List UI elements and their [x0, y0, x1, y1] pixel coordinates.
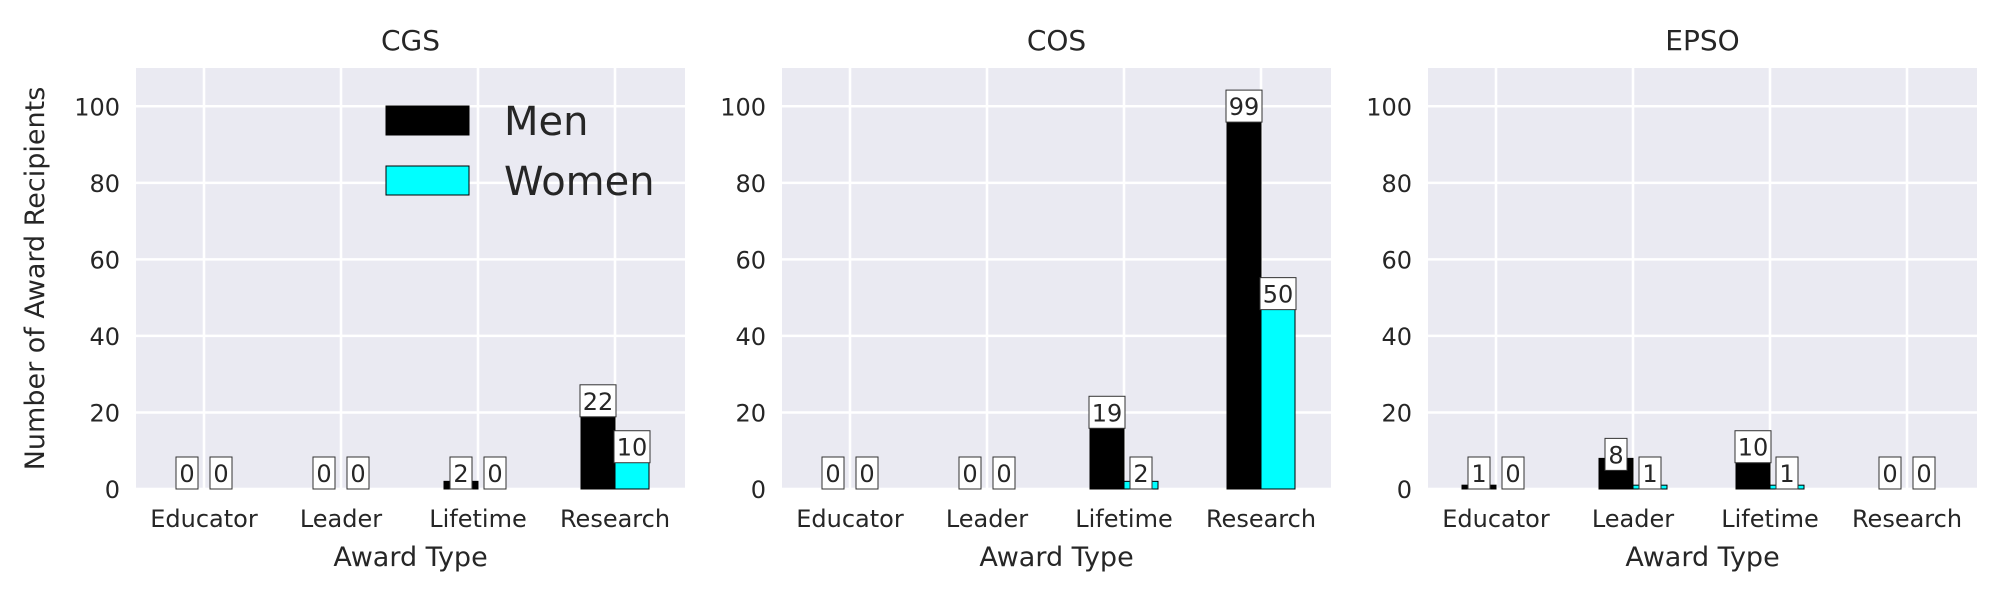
data-label-box	[1259, 277, 1297, 311]
data-label-box	[1878, 456, 1902, 490]
data-label: 10	[1738, 434, 1769, 462]
data-label-box	[958, 456, 982, 490]
y-tick-label: 60	[735, 246, 766, 274]
y-tick-label: 100	[720, 93, 766, 121]
x-tick-label: Leader	[300, 505, 382, 533]
data-label: 0	[1505, 460, 1520, 488]
panel-title: COS	[1027, 24, 1086, 57]
x-tick-label: Lifetime	[1075, 505, 1172, 533]
x-axis-label: Award Type	[1625, 542, 1779, 573]
data-label-box	[1225, 89, 1263, 123]
data-label-box	[449, 456, 473, 490]
data-label-box	[209, 456, 233, 490]
bar-women-research	[1260, 297, 1296, 490]
data-label-box	[579, 384, 617, 418]
x-tick-label: Lifetime	[1721, 505, 1818, 533]
data-label: 99	[1229, 93, 1260, 121]
x-tick-label: Lifetime	[429, 505, 526, 533]
data-label: 19	[1092, 399, 1123, 427]
y-tick-label: 60	[1381, 246, 1412, 274]
y-axis-label: Number of Award Recipients	[20, 87, 51, 471]
y-tick-label: 0	[105, 476, 120, 504]
data-label-box	[1912, 456, 1936, 490]
data-label: 50	[1263, 281, 1294, 309]
data-label-box	[1638, 456, 1662, 490]
bar-men-research	[580, 404, 616, 490]
data-label: 0	[487, 460, 502, 488]
data-label-box	[1775, 456, 1799, 490]
y-tick-label: 60	[89, 246, 120, 274]
data-label-box	[855, 456, 879, 490]
data-label-box	[821, 456, 845, 490]
data-label: 1	[1779, 460, 1794, 488]
data-label-box	[1734, 430, 1772, 464]
data-label: 0	[316, 460, 331, 488]
x-axis-label: Award Type	[333, 542, 487, 573]
bar-men-research	[1226, 109, 1262, 490]
data-label: 1	[1471, 460, 1486, 488]
data-label: 0	[859, 460, 874, 488]
x-axis-label: Award Type	[979, 542, 1133, 573]
legend-swatch-women	[385, 165, 470, 196]
data-label-box	[613, 430, 651, 464]
data-label: 0	[996, 460, 1011, 488]
data-label: 1	[1642, 460, 1657, 488]
data-label: 0	[350, 460, 365, 488]
legend-swatch-men	[385, 105, 470, 136]
data-label-box	[1467, 456, 1491, 490]
data-label: 0	[179, 460, 194, 488]
data-label: 0	[962, 460, 977, 488]
x-tick-label: Research	[1206, 505, 1316, 533]
x-tick-label: Educator	[1442, 505, 1550, 533]
data-label: 0	[213, 460, 228, 488]
y-tick-label: 20	[89, 399, 120, 427]
data-label-box	[1088, 395, 1126, 429]
panel-title: CGS	[381, 24, 440, 57]
y-tick-label: 40	[735, 323, 766, 351]
data-label: 0	[825, 460, 840, 488]
y-tick-label: 40	[1381, 323, 1412, 351]
plot-background	[1428, 68, 1977, 489]
data-label: 8	[1608, 441, 1623, 469]
data-label-box	[1129, 456, 1153, 490]
x-tick-label: Educator	[796, 505, 904, 533]
y-tick-label: 20	[1381, 399, 1412, 427]
legend-label-men: Men	[504, 99, 588, 145]
data-label-box	[483, 456, 507, 490]
legend-label-women: Women	[504, 159, 655, 205]
y-tick-label: 80	[1381, 170, 1412, 198]
x-tick-label: Research	[560, 505, 670, 533]
y-tick-label: 0	[751, 476, 766, 504]
x-tick-label: Leader	[946, 505, 1028, 533]
data-label: 0	[1916, 460, 1931, 488]
y-tick-label: 100	[1366, 93, 1412, 121]
x-tick-label: Educator	[150, 505, 258, 533]
data-label: 0	[1882, 460, 1897, 488]
data-label-box	[312, 456, 336, 490]
panel-title: EPSO	[1665, 24, 1739, 57]
data-label: 2	[453, 460, 468, 488]
x-tick-label: Leader	[1592, 505, 1674, 533]
data-label-box	[1501, 456, 1525, 490]
y-tick-label: 20	[735, 399, 766, 427]
y-tick-label: 80	[89, 170, 120, 198]
y-tick-label: 100	[74, 93, 120, 121]
data-label-box	[175, 456, 199, 490]
data-label: 2	[1133, 460, 1148, 488]
data-label: 22	[583, 388, 614, 416]
y-tick-label: 40	[89, 323, 120, 351]
data-label-box	[1604, 437, 1628, 471]
y-tick-label: 0	[1397, 476, 1412, 504]
y-tick-label: 80	[735, 170, 766, 198]
x-tick-label: Research	[1852, 505, 1962, 533]
data-label: 10	[617, 434, 648, 462]
legend: Men Women	[385, 99, 655, 205]
data-label-box	[346, 456, 370, 490]
data-label-box	[992, 456, 1016, 490]
